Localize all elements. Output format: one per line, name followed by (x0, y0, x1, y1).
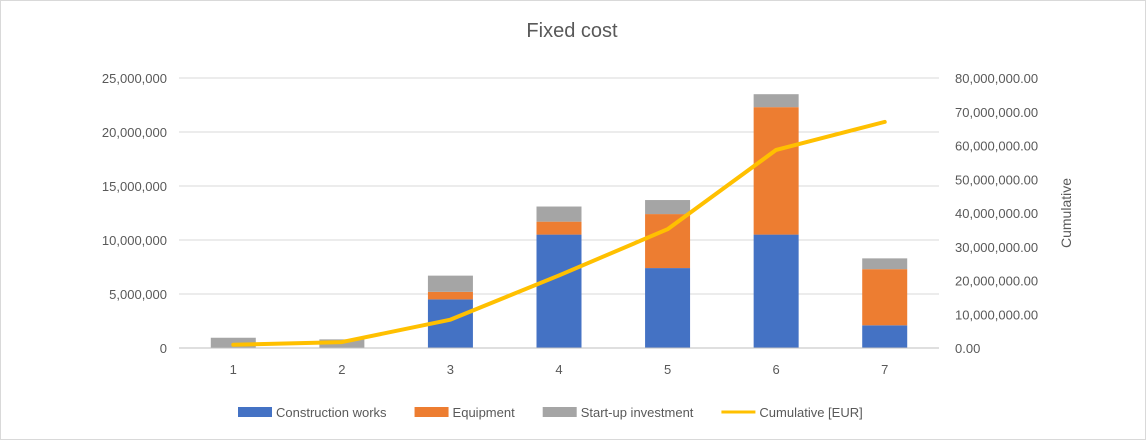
y-tick-label: 0 (160, 341, 167, 356)
line-series (231, 119, 887, 347)
x-tick-label: 5 (664, 362, 671, 377)
axes: 0 5,000,000 10,000,000 15,000,000 20,000,000… (102, 71, 1038, 377)
secondary-y-axis-title: Cumulative (1058, 178, 1074, 248)
y-tick-label: 25,000,000 (102, 71, 167, 86)
bar-segment (536, 221, 582, 235)
bar-segment (645, 268, 691, 348)
bar-segment (862, 269, 908, 326)
legend-swatch (238, 407, 272, 417)
y-tick-label: 15,000,000 (102, 179, 167, 194)
x-tick-label: 3 (447, 362, 454, 377)
y2-tick-label: 60,000,000.00 (955, 139, 1038, 154)
y-tick-label: 10,000,000 (102, 233, 167, 248)
y2-tick-label: 70,000,000.00 (955, 105, 1038, 120)
y2-tick-label: 80,000,000.00 (955, 71, 1038, 86)
legend-label: Construction works (276, 405, 387, 420)
y2-tick-label: 30,000,000.00 (955, 240, 1038, 255)
x-tick-label: 4 (555, 362, 562, 377)
bar-segment (536, 234, 582, 348)
bar-segment (427, 291, 473, 300)
y2-tick-label: 40,000,000.00 (955, 206, 1038, 221)
legend-label: Cumulative [EUR] (759, 405, 862, 420)
bar-segment (753, 94, 799, 108)
legend-label: Start-up investment (581, 405, 694, 420)
x-tick-label: 7 (881, 362, 888, 377)
legend-swatch (414, 407, 449, 417)
x-tick-label: 1 (230, 362, 237, 377)
bar-segment (862, 258, 908, 270)
y-tick-label: 5,000,000 (109, 287, 167, 302)
cumulative-line (231, 119, 887, 347)
bar-segment (862, 325, 908, 348)
legend: Construction works Equipment Start-up inve… (238, 405, 863, 420)
y-tick-label: 20,000,000 (102, 125, 167, 140)
x-tick-label: 2 (338, 362, 345, 377)
y2-tick-label: 10,000,000.00 (955, 307, 1038, 322)
y2-tick-label: 0.00 (955, 341, 980, 356)
legend-swatch (542, 407, 577, 417)
chart-title: Fixed cost (526, 20, 618, 42)
x-tick-label: 6 (773, 362, 780, 377)
bar-segment (645, 214, 691, 269)
bar-segment (536, 206, 582, 222)
bar-segment (753, 107, 799, 235)
bar-segment (427, 275, 473, 292)
y2-tick-label: 50,000,000.00 (955, 172, 1038, 187)
bar-segment (645, 200, 691, 215)
bar-segment (753, 234, 799, 348)
gridlines (179, 77, 939, 295)
y2-tick-label: 20,000,000.00 (955, 274, 1038, 289)
legend-label: Equipment (453, 405, 516, 420)
